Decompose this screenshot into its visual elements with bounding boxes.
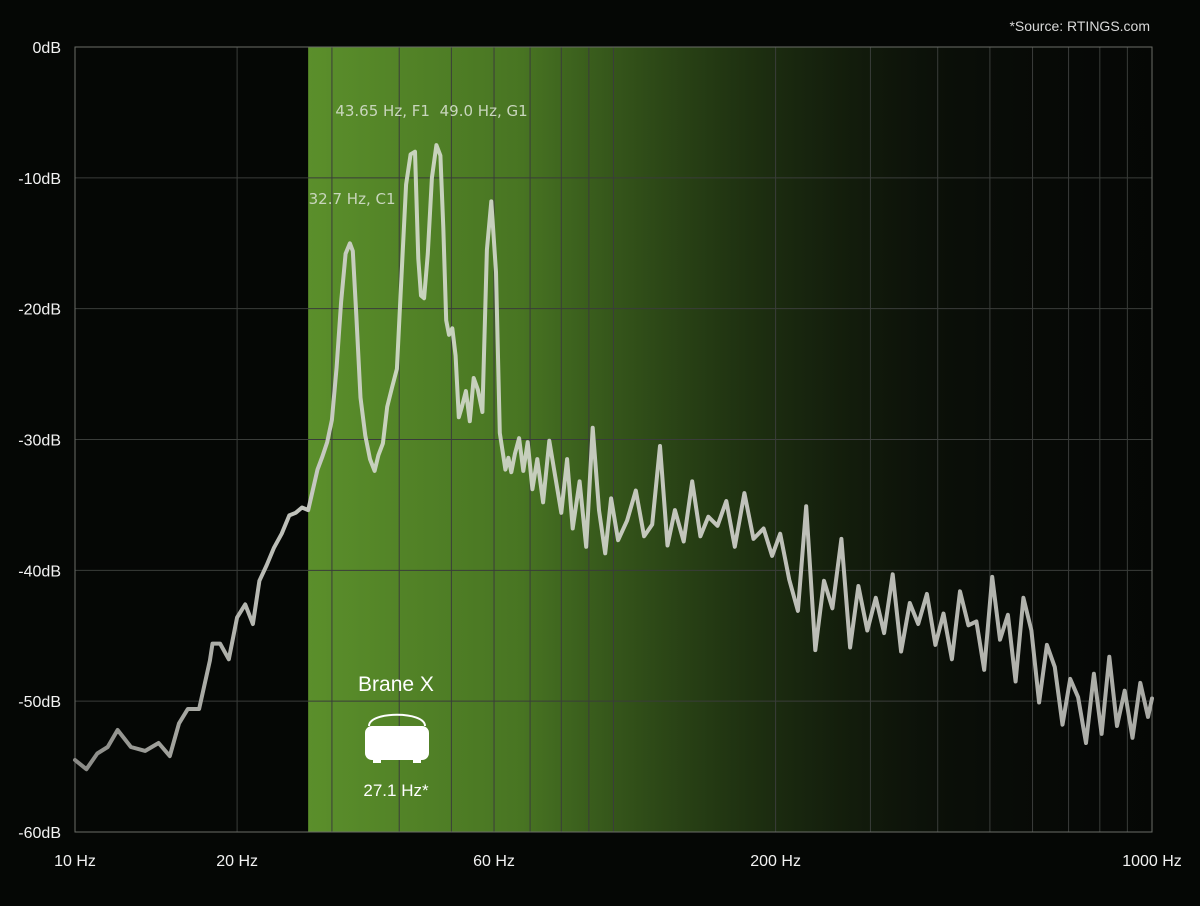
y-tick-label: -20dB [18, 302, 61, 319]
y-tick-label: -50dB [18, 694, 61, 711]
y-tick-label: -30dB [18, 433, 61, 450]
series-line-0 [73, 143, 1154, 772]
speaker-icon [365, 713, 429, 763]
y-tick-label: -10dB [18, 171, 61, 188]
x-tick-label: 60 Hz [473, 853, 515, 870]
peak-annotation: 43.65 Hz, F1 [335, 102, 430, 120]
x-tick-label: 20 Hz [216, 853, 258, 870]
source-note: *Source: RTINGS.com [1009, 18, 1150, 34]
y-tick-label: -40dB [18, 563, 61, 580]
x-tick-label: 10 Hz [54, 853, 96, 870]
y-tick-label: -60dB [18, 825, 61, 842]
x-tick-label: 200 Hz [750, 853, 801, 870]
product-marker: Brane X 27.1 Hz* [358, 673, 434, 800]
plot-frame [74, 46, 1153, 833]
y-tick-label: 0dB [33, 40, 61, 57]
product-name: Brane X [358, 673, 434, 696]
peak-annotation: 49.0 Hz, G1 [440, 102, 528, 120]
product-bass-extension: 27.1 Hz* [363, 781, 429, 800]
x-tick-label: 1000 Hz [1122, 853, 1182, 870]
peak-annotation: 32.7 Hz, C1 [309, 190, 396, 208]
